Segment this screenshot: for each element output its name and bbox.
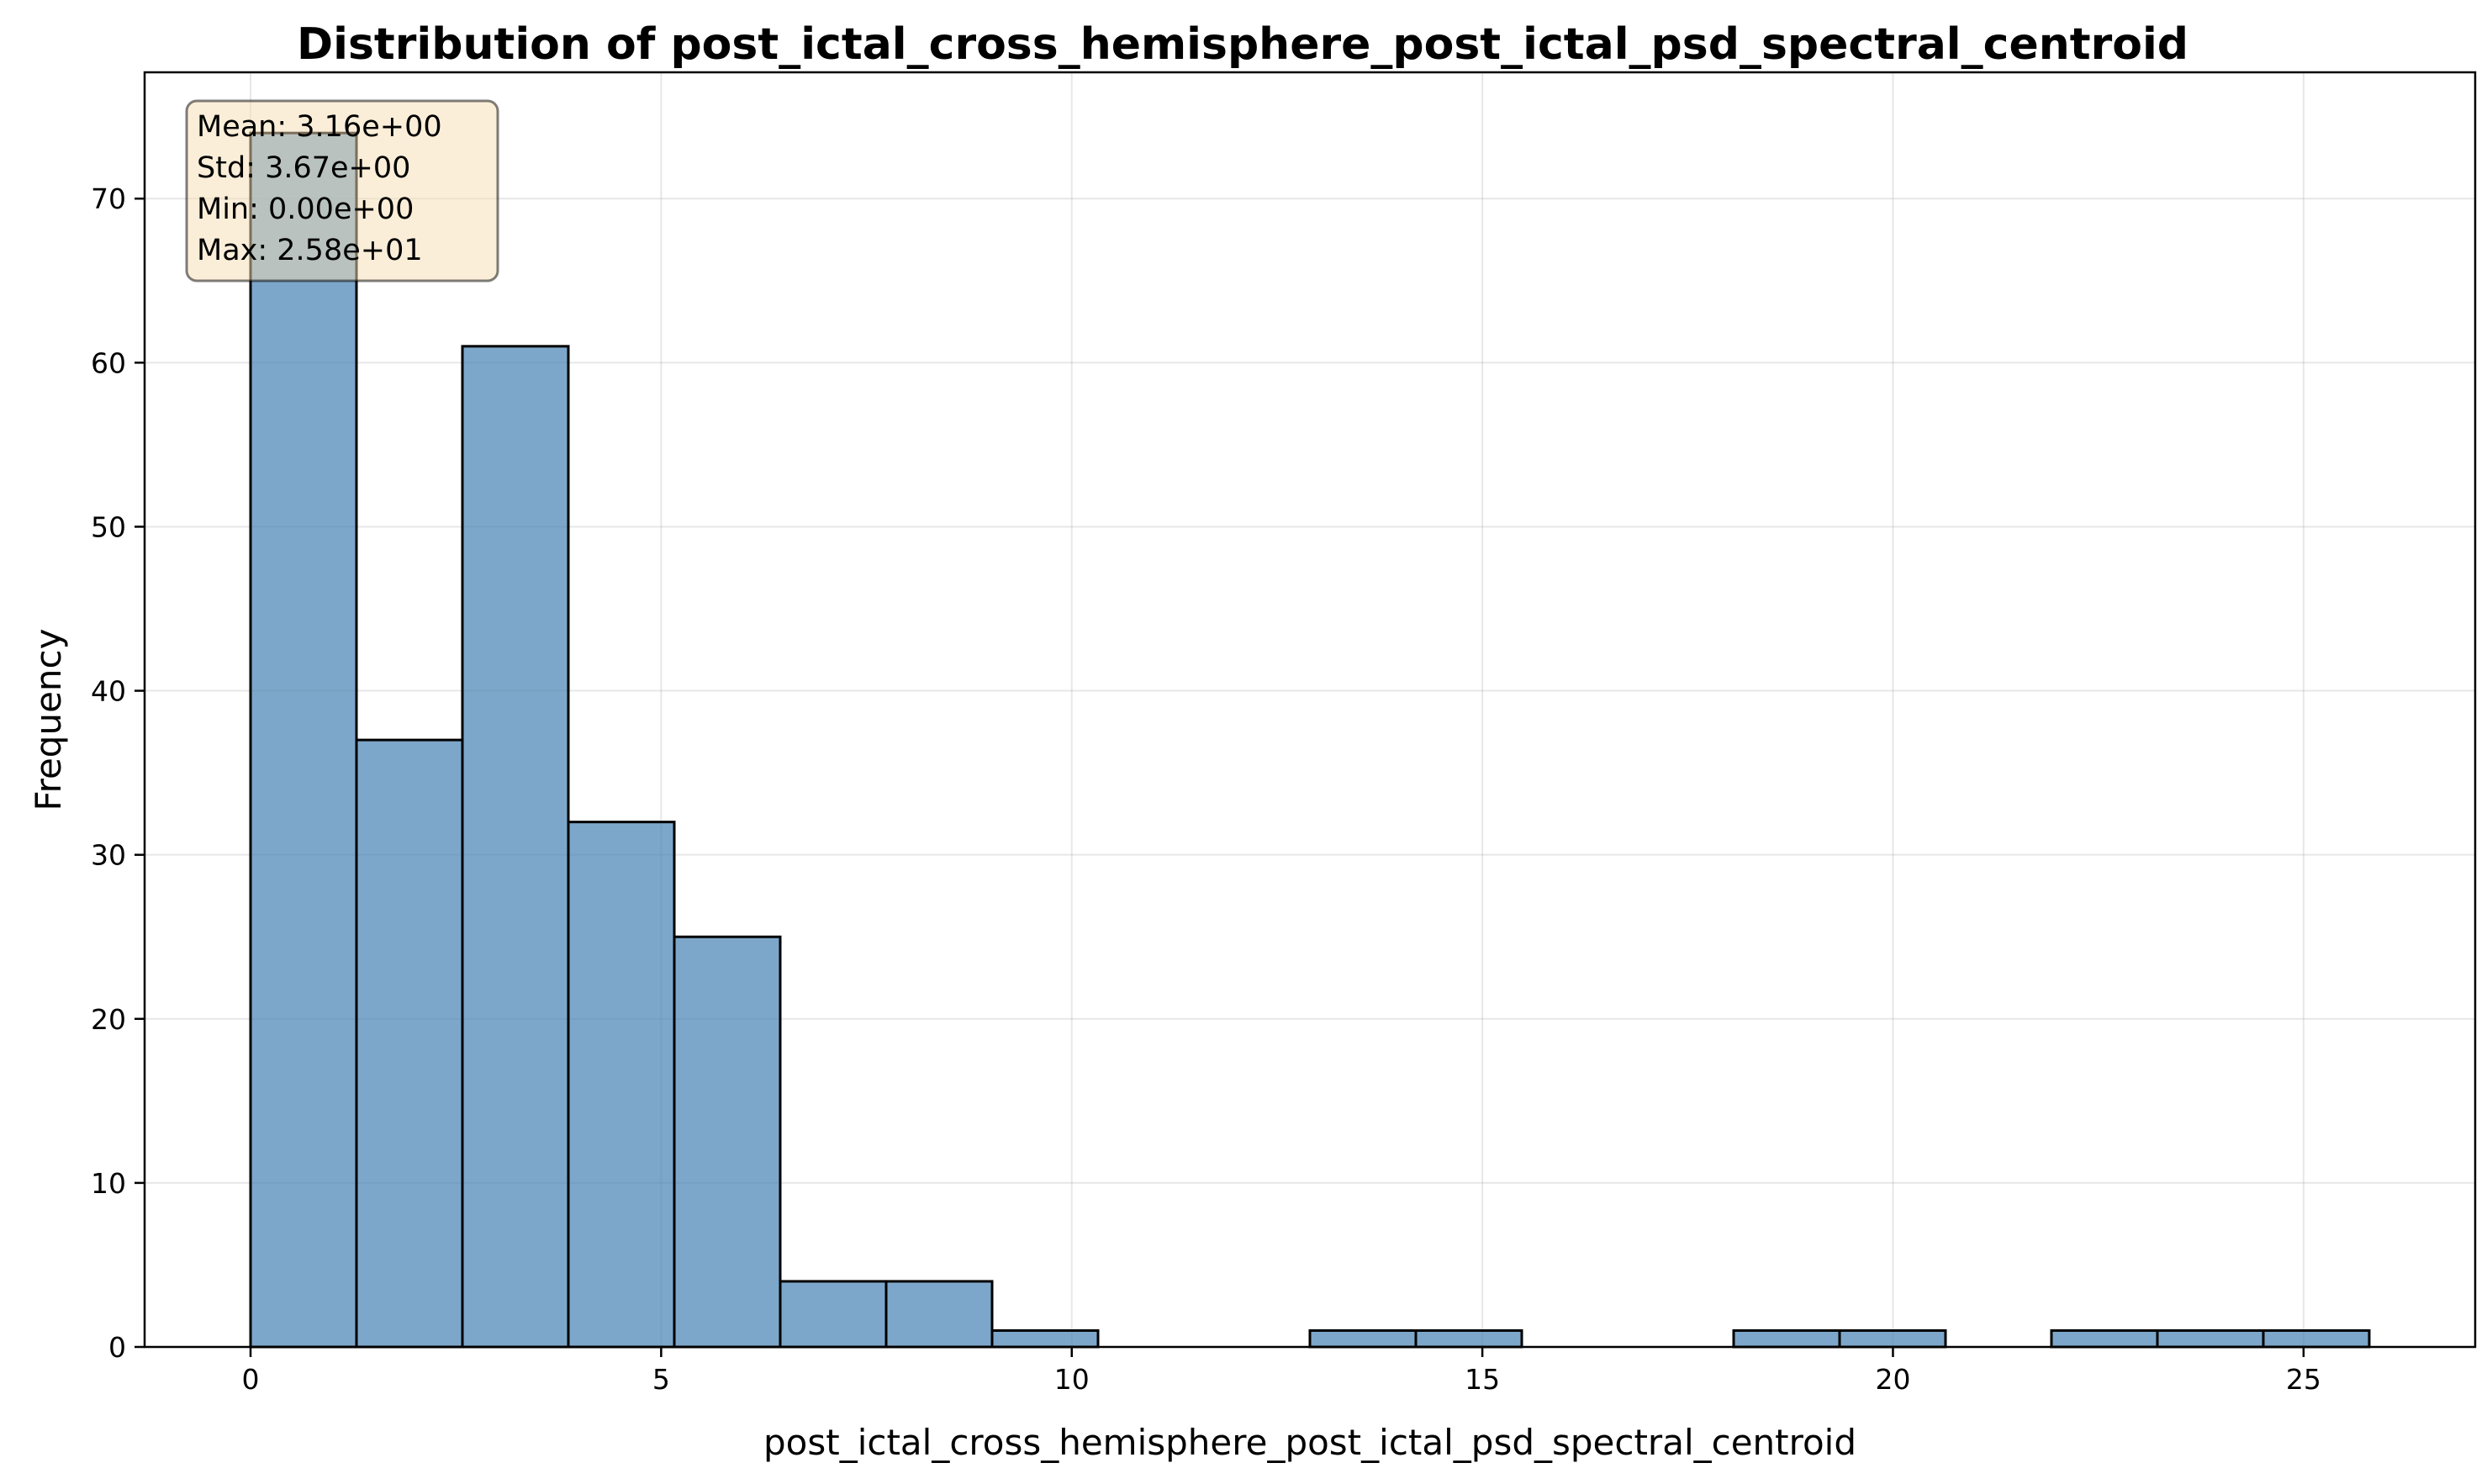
stats-min: Min: 0.00e+00 [197,193,414,226]
histogram-bar [1838,1328,1947,1349]
histogram-bar [1308,1328,1418,1349]
y-tick-label: 10 [91,1167,126,1200]
stats-std: Std: 3.67e+00 [197,151,410,185]
y-axis-ticks: 0 10 20 30 40 50 60 70 [91,182,145,1364]
histogram-bar [1414,1328,1523,1349]
histogram-bar [249,131,358,1349]
histogram-bar [567,821,676,1349]
histogram-bar [355,738,464,1349]
histogram-bar [2156,1328,2265,1349]
histogram-bar [884,1280,994,1349]
y-tick-label: 50 [91,510,126,543]
histogram-bar [1732,1328,1841,1349]
x-tick-label: 25 [2286,1363,2321,1396]
y-tick-label: 40 [91,675,126,708]
x-tick-label: 15 [1465,1363,1500,1396]
histogram-bar [2262,1328,2371,1349]
y-tick-label: 60 [91,346,126,379]
y-tick-label: 70 [91,182,126,215]
histogram-bar [990,1328,1100,1349]
stats-box-background [185,99,499,283]
plot-frame [143,71,2477,1349]
x-tick-label: 20 [1875,1363,1910,1396]
x-axis-ticks: 0 5 10 15 20 25 [242,1347,2321,1396]
x-axis-label: post_ictal_cross_hemisphere_post_ictal_p… [763,1422,1856,1463]
x-tick-label: 10 [1054,1363,1090,1396]
stats-max: Max: 2.58e+01 [197,234,423,267]
histogram-bar [2050,1328,2159,1349]
histogram-bars [249,131,2371,1349]
y-tick-label: 20 [91,1003,126,1036]
histogram-bar [779,1280,888,1349]
stats-mean: Mean: 3.16e+00 [197,110,442,144]
x-tick-label: 0 [242,1363,260,1396]
y-tick-label: 30 [91,839,126,872]
stats-box: Mean: 3.16e+00 Std: 3.67e+00 Min: 0.00e+… [185,99,499,283]
y-tick-label: 0 [108,1331,126,1364]
x-tick-label: 5 [652,1363,670,1396]
histogram-bar [461,345,570,1349]
y-axis-label: Frequency [28,629,69,811]
chart-title: Distribution of post_ictal_cross_hemisph… [297,19,2188,70]
histogram-bar [673,935,782,1349]
